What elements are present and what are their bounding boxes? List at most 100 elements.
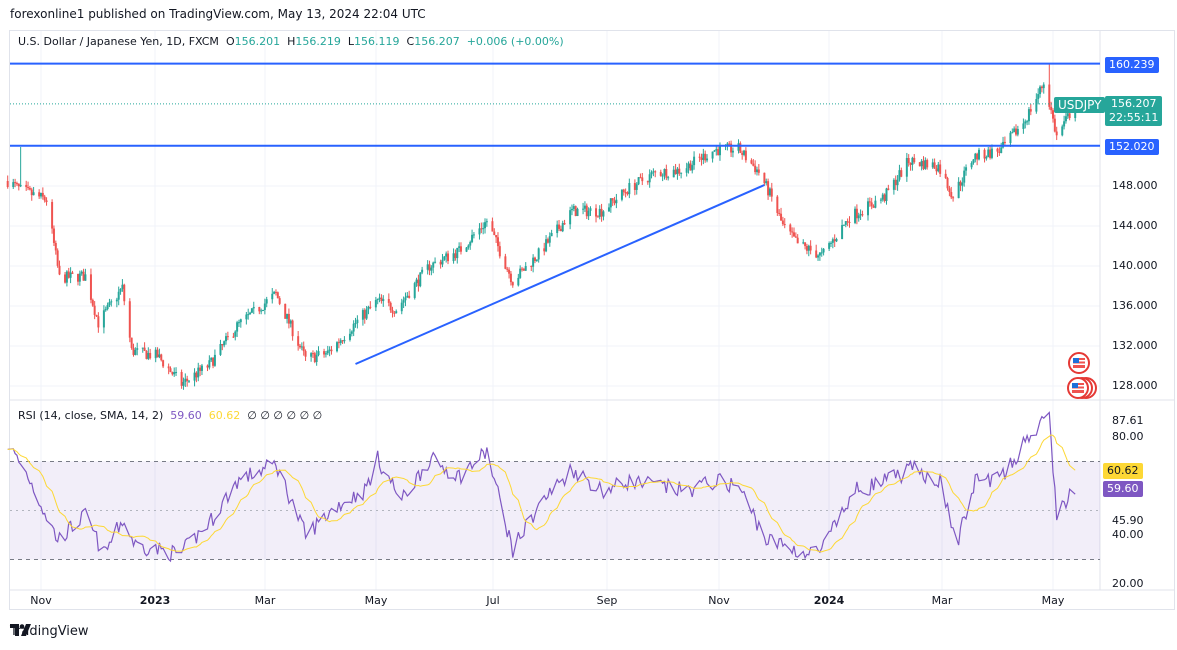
candle-body [378,297,381,299]
candle-body [43,196,46,201]
candle-body [881,194,884,200]
candle-body [317,351,320,356]
candle-body [1066,113,1069,117]
us-flag-events-stack-icon[interactable] [1066,376,1098,400]
candle-body [71,272,74,274]
candle-body [931,162,934,168]
candle-body [624,192,627,194]
candle-body [380,297,383,302]
candle-body [545,239,548,252]
candle-body [496,237,499,247]
candle-body [482,228,485,230]
rsi-value-tag: 59.60 [1103,481,1143,497]
candle-body [41,192,44,197]
candle-body [310,353,313,357]
candle-body [382,299,385,302]
candle-body [757,169,760,173]
candle-body [524,266,527,271]
candle-body [430,267,433,271]
candle-body [143,347,146,351]
candle-body [110,301,113,303]
candle-body [28,187,31,190]
candle-body [530,266,533,268]
close-value: 156.207 [414,35,460,48]
candle-body [1055,131,1058,136]
candle-body [789,224,792,232]
candle-body [879,199,882,201]
candle-body [119,288,122,292]
high-value: 156.219 [295,35,341,48]
candle-body [596,216,599,218]
candle-body [1048,84,1051,107]
candle-body [154,349,157,359]
tradingview-footer[interactable]: TradingView [10,624,89,639]
candle-body [622,189,625,193]
candle-body [767,181,770,196]
candle-body [582,208,585,210]
candle-body [678,168,681,174]
candle-body [717,149,720,156]
candle-body [465,247,468,252]
rsi-label[interactable]: RSI (14, close, SMA, 14, 2) [18,409,164,422]
candle-body [199,367,202,371]
candle-body [328,349,331,351]
candle-body [698,156,701,158]
candle-body [859,214,862,216]
candle-body [456,247,459,259]
candle-body [186,378,189,381]
candle-body [633,182,636,190]
us-flag-event-icon[interactable] [1068,352,1090,374]
candle-body [517,277,520,286]
candle-body [395,311,398,314]
candle-body [413,283,416,298]
candle-body [870,202,873,207]
candle-body [82,271,85,281]
candle-body [337,342,340,344]
candle-body [221,344,224,346]
candle-body [739,143,742,153]
candle-body [924,160,927,169]
candle-body [391,310,394,313]
candle-body [776,196,779,213]
candle-body [495,235,498,238]
rsi-line [7,411,1076,563]
candle-body [56,250,59,266]
candle-body [939,164,942,174]
candle-body [796,237,799,244]
candle-body [868,201,871,203]
candle-body [835,239,838,242]
low-value: 156.119 [354,35,400,48]
candle-body [983,149,986,159]
candle-body [367,306,370,310]
candle-body [892,179,895,190]
candle-body [219,344,222,355]
candle-body [741,152,744,155]
time-axis-label: Nov [30,594,52,607]
support-price-tag: 152.020 [1105,139,1159,155]
symbol-name[interactable]: U.S. Dollar / Japanese Yen, 1D, FXCM [18,35,219,48]
candle-body [458,246,461,248]
candle-body [498,246,501,257]
candle-body [820,252,823,254]
candle-body [445,253,448,257]
candle-body [141,347,144,349]
candle-body [907,158,910,164]
close-label: C [406,35,415,48]
candle-body [855,208,858,219]
candle-body [1064,116,1067,122]
candle-body [260,310,263,312]
candle-body [1053,118,1056,132]
candle-body [831,239,834,243]
candle-body [920,160,923,167]
candle-body [598,208,601,217]
candle-body [188,380,191,382]
candle-body [874,200,877,208]
candle-body [291,320,294,337]
price-axis-label: 140.000 [1112,259,1158,272]
candle-body [894,179,897,186]
candle-body [472,234,475,236]
candle-body [1011,132,1014,134]
candle-body [1061,126,1064,136]
rsi-legend: RSI (14, close, SMA, 14, 2) 59.60 60.62 … [18,409,322,422]
